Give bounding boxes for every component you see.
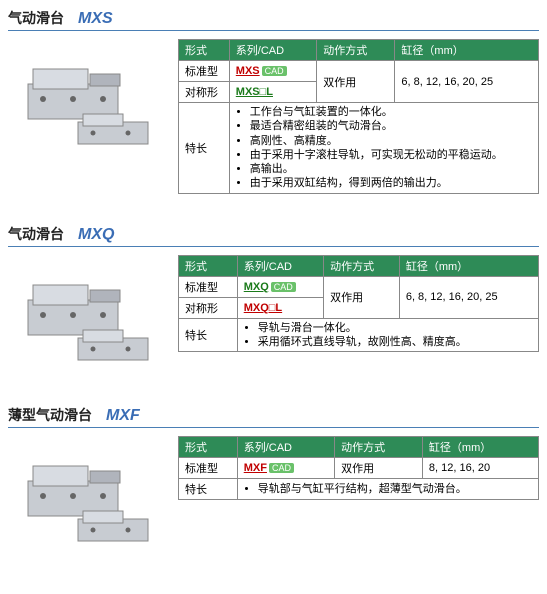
image-column [8, 255, 178, 375]
features-row: 特长导轨与滑台一体化。采用循环式直线导轨，故刚性高、精度高。 [179, 318, 539, 352]
cad-badge[interactable]: CAD [269, 463, 294, 473]
series-link[interactable]: MXF [244, 462, 267, 474]
section-body: 形式 系列/CAD 动作方式 缸径（mm）标准型MXSCAD双作用6, 8, 1… [8, 39, 539, 194]
col-form: 形式 [179, 436, 238, 457]
section-title-row: 薄型气动滑台 MXF [8, 405, 539, 428]
features-cell: 导轨与滑台一体化。采用循环式直线导轨，故刚性高、精度高。 [237, 318, 538, 352]
section-body: 形式 系列/CAD 动作方式 缸径（mm）标准型MXQCAD双作用6, 8, 1… [8, 255, 539, 375]
features-row: 特长 导轨部与气缸平行结构，超薄型气动滑台。 [179, 478, 539, 499]
table-column: 形式 系列/CAD 动作方式 缸径（mm）标准型MXQCAD双作用6, 8, 1… [178, 255, 539, 353]
series-link[interactable]: MXS□L [236, 86, 273, 98]
features-row: 特长工作台与气缸装置的一体化。最适合精密组装的气动滑台。高刚性、高精度。由于采用… [179, 103, 539, 194]
table-header-row: 形式 系列/CAD 动作方式 缸径（mm） [179, 40, 539, 61]
features-cell: 工作台与气缸装置的一体化。最适合精密组装的气动滑台。高刚性、高精度。由于采用十字… [229, 103, 538, 194]
cell-form: 标准型 [179, 276, 238, 297]
col-bore: 缸径（mm） [422, 436, 538, 457]
feature-item: 由于采用十字滚柱导轨，可实现无松动的平稳运动。 [250, 148, 532, 162]
cell-series: MXQCAD [237, 276, 323, 297]
spec-table: 形式 系列/CAD 动作方式 缸径（mm）标准型MXQCAD双作用6, 8, 1… [178, 255, 539, 353]
image-column [8, 436, 178, 556]
cell-series: MXFCAD [237, 457, 334, 478]
col-bore: 缸径（mm） [399, 255, 538, 276]
col-action: 动作方式 [335, 436, 423, 457]
features-label: 特长 [179, 103, 230, 194]
section-title-row: 气动滑台 MXQ [8, 224, 539, 247]
feature-item: 由于采用双缸结构，得到两倍的输出力。 [250, 176, 532, 190]
feature-item: 工作台与气缸装置的一体化。 [250, 105, 532, 119]
section-body: 形式 系列/CAD 动作方式 缸径（mm）标准型MXFCAD双作用8, 12, … [8, 436, 539, 556]
cell-action: 双作用 [317, 61, 395, 103]
title-cn: 气动滑台 [8, 226, 64, 242]
table-row: 标准型MXQCAD双作用6, 8, 12, 16, 20, 25 [179, 276, 539, 297]
features-cell: 导轨部与气缸平行结构，超薄型气动滑台。 [237, 478, 538, 499]
feature-item: 高输出。 [250, 162, 532, 176]
feature-item: 导轨与滑台一体化。 [258, 321, 532, 335]
cell-bore: 6, 8, 12, 16, 20, 25 [395, 61, 539, 103]
col-form: 形式 [179, 40, 230, 61]
table-row: 标准型MXFCAD双作用8, 12, 16, 20 [179, 457, 539, 478]
section-title-row: 气动滑台 MXS [8, 8, 539, 31]
series-link[interactable]: MXS [236, 65, 260, 77]
spec-table: 形式 系列/CAD 动作方式 缸径（mm）标准型MXFCAD双作用8, 12, … [178, 436, 539, 500]
title-cn: 薄型气动滑台 [8, 407, 92, 423]
product-image [18, 441, 168, 551]
series-link[interactable]: MXQ□L [244, 302, 282, 314]
cell-form: 标准型 [179, 61, 230, 82]
product-image [18, 44, 168, 154]
cell-action: 双作用 [324, 276, 400, 318]
features-label: 特长 [179, 318, 238, 352]
cell-bore: 8, 12, 16, 20 [422, 457, 538, 478]
cell-action: 双作用 [335, 457, 423, 478]
col-series: 系列/CAD [237, 436, 334, 457]
table-column: 形式 系列/CAD 动作方式 缸径（mm）标准型MXFCAD双作用8, 12, … [178, 436, 539, 500]
cell-series: MXS□L [229, 82, 317, 103]
col-action: 动作方式 [324, 255, 400, 276]
col-series: 系列/CAD [229, 40, 317, 61]
table-header-row: 形式 系列/CAD 动作方式 缸径（mm） [179, 436, 539, 457]
title-model: MXQ [78, 226, 114, 243]
title-cn: 气动滑台 [8, 10, 64, 26]
cell-series: MXQ□L [237, 297, 323, 318]
col-series: 系列/CAD [237, 255, 323, 276]
title-model: MXS [78, 10, 113, 27]
spec-table: 形式 系列/CAD 动作方式 缸径（mm）标准型MXSCAD双作用6, 8, 1… [178, 39, 539, 194]
feature-item: 最适合精密组装的气动滑台。 [250, 119, 532, 133]
title-model: MXF [106, 407, 140, 424]
image-column [8, 39, 178, 159]
table-header-row: 形式 系列/CAD 动作方式 缸径（mm） [179, 255, 539, 276]
cell-form: 标准型 [179, 457, 238, 478]
cell-form: 对称形 [179, 297, 238, 318]
cad-badge[interactable]: CAD [271, 282, 296, 292]
product-section: 气动滑台MXQ 形式 系列/CAD 动作方式 缸径（mm）标准型MXQCAD双作… [8, 224, 539, 375]
features-label: 特长 [179, 478, 238, 499]
feature-item: 高刚性、高精度。 [250, 134, 532, 148]
product-section: 气动滑台MXS 形式 系列/CAD 动作方式 缸径（mm）标准型MXSCAD双作… [8, 8, 539, 194]
cell-series: MXSCAD [229, 61, 317, 82]
cell-bore: 6, 8, 12, 16, 20, 25 [399, 276, 538, 318]
product-image [18, 260, 168, 370]
feature-item: 导轨部与气缸平行结构，超薄型气动滑台。 [258, 482, 532, 496]
cad-badge[interactable]: CAD [262, 66, 287, 76]
col-bore: 缸径（mm） [395, 40, 539, 61]
series-link[interactable]: MXQ [244, 281, 269, 293]
feature-item: 采用循环式直线导轨，故刚性高、精度高。 [258, 335, 532, 349]
product-section: 薄型气动滑台MXF 形式 系列/CAD 动作方式 缸径（mm）标准型MXFCAD… [8, 405, 539, 556]
table-column: 形式 系列/CAD 动作方式 缸径（mm）标准型MXSCAD双作用6, 8, 1… [178, 39, 539, 194]
cell-form: 对称形 [179, 82, 230, 103]
table-row: 标准型MXSCAD双作用6, 8, 12, 16, 20, 25 [179, 61, 539, 82]
col-form: 形式 [179, 255, 238, 276]
col-action: 动作方式 [317, 40, 395, 61]
